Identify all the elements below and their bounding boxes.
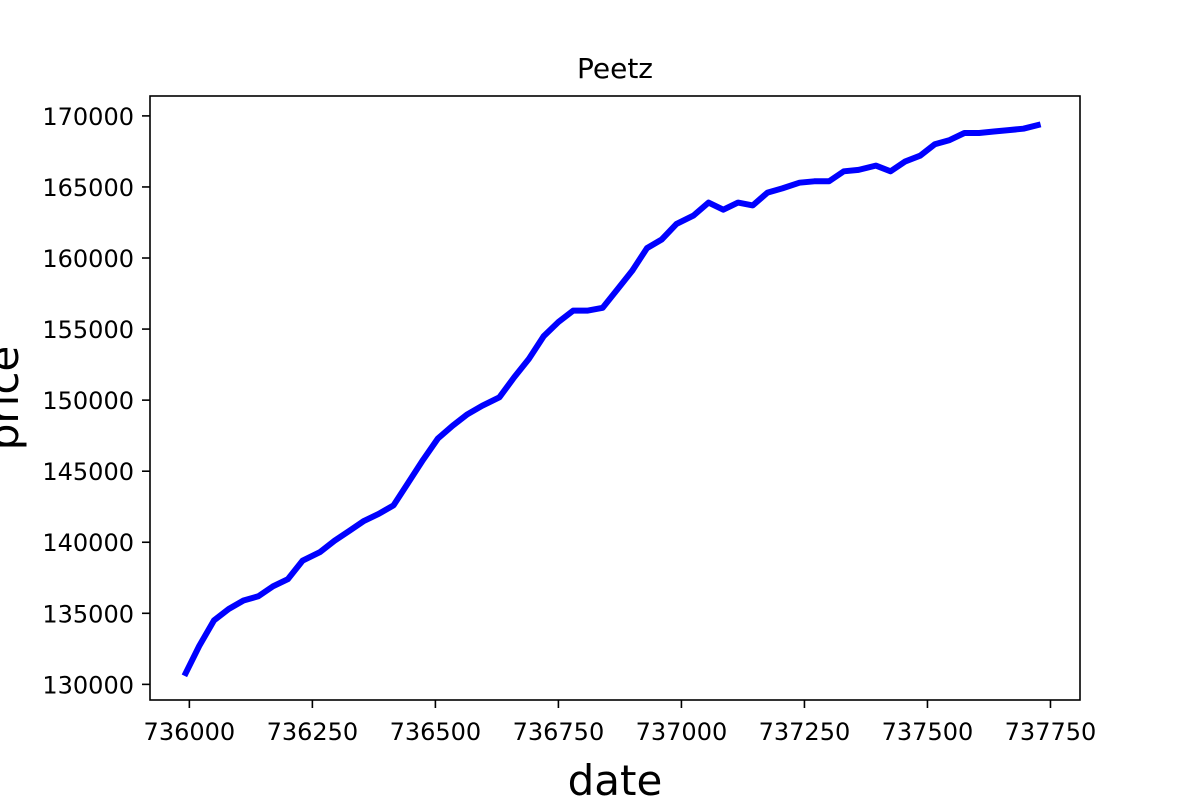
x-axis: 736000 736250 736500 736750 737000 737250 7375…: [144, 700, 1097, 746]
y-tick-label: 150000: [42, 387, 134, 415]
x-tick-label: 736500: [390, 718, 482, 746]
plot-frame: [149, 95, 1081, 701]
x-tick-label: 737250: [759, 718, 851, 746]
y-tick-label: 160000: [42, 245, 134, 273]
x-tick-label: 736750: [513, 718, 605, 746]
y-tick-label: 165000: [42, 174, 134, 202]
x-tick-label: 737500: [882, 718, 974, 746]
y-tick-label: 170000: [42, 103, 134, 131]
y-tick-label: 145000: [42, 458, 134, 486]
plot-marks: [181, 121, 1042, 678]
chart-title: Peetz: [577, 52, 653, 85]
y-axis-label: price: [0, 346, 28, 451]
y-tick-label: 155000: [42, 316, 134, 344]
y-axis: 130000 135000 140000 145000 150000 155000 1600…: [42, 103, 150, 699]
y-tick-label: 140000: [42, 529, 134, 557]
y-tick-label: 130000: [42, 671, 134, 699]
x-tick-label: 737750: [1005, 718, 1097, 746]
y-tick-label: 135000: [42, 600, 134, 628]
x-tick-label: 737000: [636, 718, 728, 746]
x-tick-label: 736000: [144, 718, 236, 746]
series-line-0: [181, 121, 1042, 678]
x-axis-label: date: [568, 756, 663, 800]
x-tick-label: 736250: [267, 718, 359, 746]
